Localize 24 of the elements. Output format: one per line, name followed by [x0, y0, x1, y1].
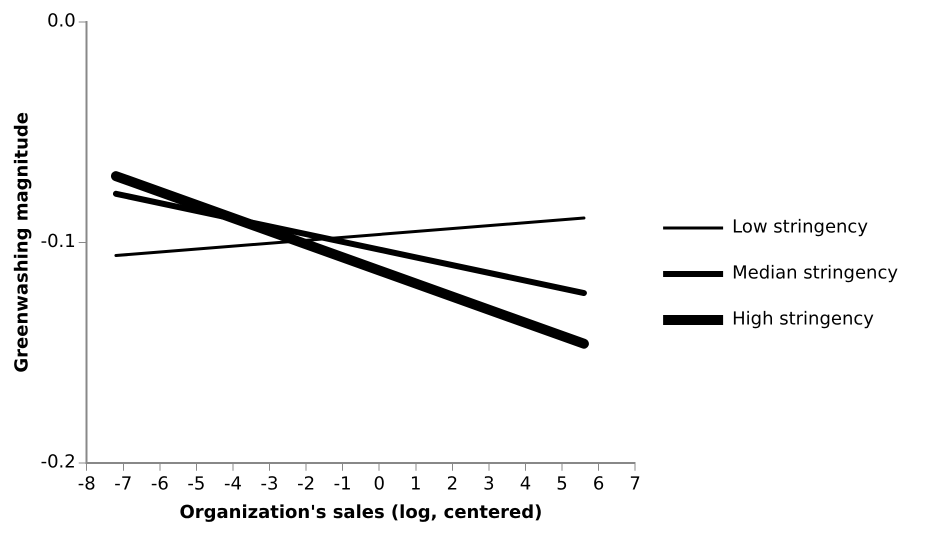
- x-tick-label: -8: [78, 473, 96, 494]
- x-tick-label: 7: [629, 473, 641, 494]
- y-tick-label: -0.2: [40, 451, 76, 472]
- x-tick-label: 0: [373, 473, 385, 494]
- y-axis-title: Greenwashing magnitude: [11, 112, 32, 373]
- y-tick-label: -0.1: [40, 230, 76, 252]
- x-tick-label: 4: [520, 473, 532, 494]
- legend-label: Low stringency: [732, 216, 868, 238]
- x-tick-label: -2: [297, 473, 316, 494]
- legend-label: High stringency: [732, 308, 874, 330]
- x-tick-label: -1: [334, 473, 352, 494]
- x-tick-label: 6: [592, 473, 604, 494]
- x-tick-label: 1: [410, 473, 422, 494]
- x-tick-label: -3: [260, 473, 278, 494]
- x-tick-label: -6: [150, 473, 169, 494]
- x-tick-label: -7: [114, 473, 132, 494]
- x-tick-label: -4: [224, 473, 242, 494]
- y-tick-label: 0.0: [47, 10, 76, 32]
- x-tick-label: 3: [483, 473, 495, 494]
- x-axis-title: Organization's sales (log, centered): [179, 502, 542, 523]
- x-tick-label: 5: [556, 473, 568, 494]
- legend-label: Median stringency: [732, 262, 898, 284]
- x-tick-label: -5: [187, 473, 206, 494]
- x-tick-label: 2: [446, 473, 458, 494]
